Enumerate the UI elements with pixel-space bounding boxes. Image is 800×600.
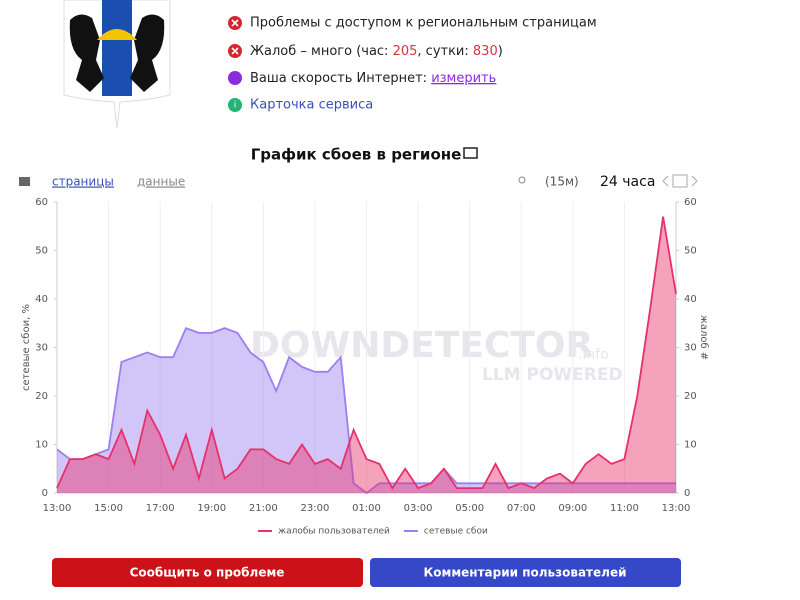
x-tick-label: 05:00 — [455, 503, 484, 514]
y-tick-label: 10 — [35, 440, 48, 451]
hour-count: 205 — [393, 44, 418, 59]
day-count: 830 — [473, 44, 498, 59]
y2-tick-label: 20 — [684, 391, 697, 402]
tab[interactable]: данные — [137, 175, 185, 189]
text: Жалоб – много (час: — [250, 44, 393, 59]
icon-monitor — [463, 147, 478, 159]
text: ) — [498, 44, 503, 59]
series-area — [57, 328, 676, 493]
series-area — [57, 216, 676, 493]
speed-link[interactable]: измерить — [431, 71, 496, 86]
period-nav[interactable] — [662, 174, 698, 188]
interval[interactable]: (15м) — [545, 175, 579, 189]
y-tick-label: 40 — [35, 294, 48, 305]
chart-title: График сбоев в регионе — [251, 146, 462, 164]
x-tick-label: 01:00 — [352, 503, 381, 514]
x-tick-label: 11:00 — [610, 503, 639, 514]
y-tick-label: 30 — [35, 343, 48, 354]
icon-user — [518, 176, 526, 184]
y2-tick-label: 50 — [684, 246, 697, 257]
period[interactable]: 24 часа — [600, 174, 655, 190]
status-complaints: Жалоб – много (час: 205, сутки: 830) — [250, 44, 503, 59]
y-tick-label: 20 — [35, 391, 48, 402]
y-tick-label: 50 — [35, 246, 48, 257]
text: Ваша скорость Интернет: — [250, 71, 431, 86]
status-access: Проблемы с доступом к региональным стран… — [250, 16, 597, 31]
series-line — [56, 216, 677, 490]
y-tick-label: 0 — [42, 488, 48, 499]
x-tick-label: 23:00 — [301, 503, 330, 514]
x-tick-label: 15:00 — [94, 503, 123, 514]
watermark: .info — [578, 347, 609, 363]
x-tick-label: 03:00 — [404, 503, 433, 514]
x-tick-label: 21:00 — [249, 503, 278, 514]
y2-tick-label: 0 — [684, 488, 690, 499]
svg-text:i: i — [234, 101, 237, 111]
comments-button-label[interactable]: Комментарии пользователей — [424, 566, 627, 580]
logo — [63, 0, 171, 129]
y2-tick-label: 10 — [684, 440, 697, 451]
status-icons: i — [228, 16, 242, 112]
watermark: DOWNDETECTOR — [250, 325, 593, 366]
text: , сутки: — [417, 44, 473, 59]
y2-tick-label: 60 — [684, 197, 697, 208]
y2-tick-label: 40 — [684, 294, 697, 305]
x-tick-label: 13:00 — [43, 503, 72, 514]
icon-camera[interactable] — [19, 177, 30, 186]
report-button[interactable] — [52, 558, 363, 587]
tab[interactable]: страницы — [52, 175, 114, 189]
x-tick-label: 13:00 — [662, 503, 691, 514]
y2-axis-label: жалоб # — [698, 315, 709, 360]
x-tick-label: 07:00 — [507, 503, 536, 514]
x-tick-label: 19:00 — [197, 503, 226, 514]
watermark: LLM POWERED — [482, 365, 623, 385]
x-tick-label: 17:00 — [146, 503, 175, 514]
status-speed: Ваша скорость Интернет: измерить — [250, 71, 496, 86]
y-tick-label: 60 — [35, 197, 48, 208]
y2-tick-label: 30 — [684, 343, 697, 354]
report-button-label[interactable]: Сообщить о проблеме — [130, 566, 285, 580]
legend-label: жалобы пользователей — [278, 527, 390, 537]
plot: DOWNDETECTOR.info LLM POWERED 13:00 15:00 17… — [21, 197, 709, 537]
y-axis-label: сетевые сбои, % — [21, 304, 32, 391]
x-tick-label: 09:00 — [558, 503, 587, 514]
comments-button[interactable] — [370, 558, 681, 587]
legend-label: сетевые сбои — [424, 527, 488, 537]
service-card-link[interactable]: Карточка сервиса — [250, 98, 373, 113]
